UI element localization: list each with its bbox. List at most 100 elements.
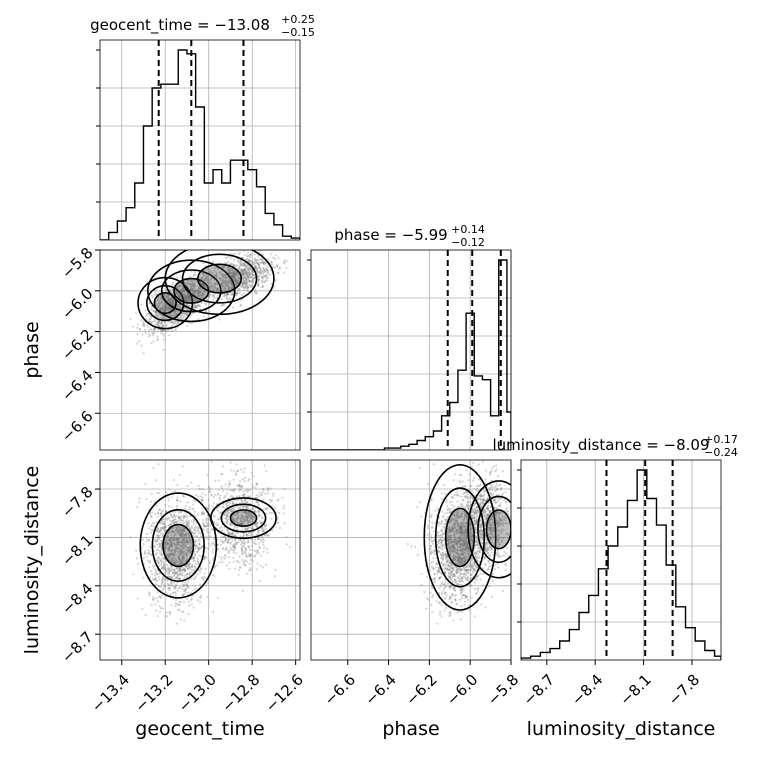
sample-point [156, 591, 159, 594]
sample-point [153, 538, 156, 541]
sample-point [182, 558, 185, 562]
sample-point [186, 514, 189, 517]
sample-point [197, 305, 201, 308]
sample-point [224, 513, 227, 516]
sample-point [169, 576, 172, 579]
sample-point [221, 540, 224, 543]
sample-point [148, 566, 151, 569]
sample-point [238, 251, 241, 254]
sample-point [203, 575, 206, 579]
sample-point [184, 298, 188, 301]
sample-point [248, 514, 251, 517]
sample-point [242, 515, 245, 518]
sample-point [190, 548, 193, 551]
sample-point [263, 275, 266, 278]
sample-point [175, 559, 178, 562]
sample-point [227, 279, 230, 282]
sample-point [234, 274, 237, 277]
sample-point [236, 290, 239, 293]
sample-point [198, 571, 202, 574]
sample-point [166, 307, 169, 310]
sample-point [260, 275, 263, 278]
sample-point [145, 555, 148, 558]
sample-point [169, 306, 172, 309]
sample-point [179, 563, 182, 566]
sample-point [185, 540, 188, 543]
sample-point [147, 319, 151, 322]
sample-point [236, 281, 239, 284]
sample-point [190, 546, 193, 549]
sample-point [138, 501, 141, 504]
sample-point [246, 505, 249, 509]
sample-point [244, 268, 247, 271]
sample-point [208, 518, 211, 521]
sample-point [195, 299, 198, 302]
sample-point [163, 568, 166, 571]
sample-point [231, 540, 234, 543]
sample-point [256, 271, 259, 274]
sample-point [207, 295, 211, 298]
sample-point [169, 302, 173, 305]
sample-point [168, 538, 171, 541]
sample-point [177, 516, 181, 519]
sample-point [168, 569, 172, 573]
sample-point [283, 271, 286, 274]
sample-point [194, 545, 197, 548]
sample-point [205, 556, 208, 559]
sample-point [231, 292, 234, 295]
sample-point [261, 526, 264, 530]
sample-point [201, 545, 204, 548]
sample-point [227, 285, 230, 288]
sample-point [242, 271, 246, 274]
sample-point [205, 273, 208, 276]
sample-point [202, 524, 205, 527]
sample-point [225, 298, 228, 301]
sample-point [170, 328, 173, 331]
sample-point [173, 310, 176, 313]
sample-point [222, 265, 225, 268]
sample-point [177, 303, 180, 306]
sample-point [259, 514, 262, 517]
sample-point [484, 606, 487, 609]
sample-point [249, 253, 253, 256]
sample-point [233, 279, 236, 282]
sample-point [156, 530, 159, 533]
sample-point [255, 482, 259, 485]
sample-point [162, 578, 165, 581]
sample-point [258, 579, 261, 583]
sample-point [235, 271, 238, 275]
sample-point [242, 562, 245, 565]
sample-point [205, 535, 208, 538]
sample-point [180, 288, 183, 291]
sample-point [241, 522, 245, 525]
sample-point [235, 279, 239, 282]
sample-point [270, 498, 273, 502]
sample-point [182, 590, 186, 593]
sample-point [495, 464, 498, 467]
sample-point [247, 286, 250, 289]
sample-point [171, 568, 174, 571]
sample-point [206, 522, 209, 525]
sample-point [162, 309, 165, 312]
sample-point [190, 592, 193, 595]
sample-point [263, 534, 267, 537]
sample-point [277, 521, 280, 524]
sample-point [210, 460, 213, 463]
sample-point [248, 269, 251, 272]
sample-point [245, 501, 248, 504]
sample-point [201, 492, 204, 495]
sample-point [256, 269, 259, 272]
sample-point [192, 282, 196, 286]
sample-point [167, 298, 171, 301]
sample-point [239, 263, 243, 266]
sample-point [157, 323, 160, 326]
sample-point [277, 271, 280, 275]
sample-point [170, 575, 173, 578]
sample-point [213, 496, 216, 499]
sample-point [167, 567, 170, 570]
sample-point [227, 281, 230, 284]
sample-point [179, 289, 183, 292]
sample-point [233, 546, 237, 550]
sample-point [166, 542, 169, 545]
sample-point [240, 523, 243, 526]
